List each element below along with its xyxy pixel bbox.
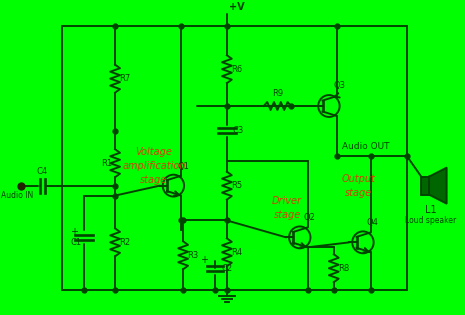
Text: Q4: Q4 bbox=[367, 218, 379, 227]
Text: R6: R6 bbox=[231, 65, 242, 74]
Text: Output
stage: Output stage bbox=[341, 174, 375, 198]
Text: Loud speaker: Loud speaker bbox=[405, 216, 457, 226]
Text: +V: +V bbox=[229, 3, 245, 13]
Text: +: + bbox=[199, 255, 207, 265]
Text: R8: R8 bbox=[338, 264, 349, 273]
Text: Q2: Q2 bbox=[304, 214, 316, 222]
Text: R4: R4 bbox=[231, 248, 242, 257]
Text: C1: C1 bbox=[70, 238, 81, 247]
Text: R9: R9 bbox=[272, 89, 283, 98]
Text: R1: R1 bbox=[101, 159, 113, 168]
Bar bbox=[421, 177, 429, 195]
Text: R3: R3 bbox=[187, 251, 198, 260]
Text: Q1: Q1 bbox=[177, 162, 189, 171]
Polygon shape bbox=[429, 168, 446, 203]
Text: C2: C2 bbox=[221, 264, 232, 273]
Text: Audio IN: Audio IN bbox=[1, 191, 33, 200]
Text: Q3: Q3 bbox=[334, 81, 346, 90]
Text: C4: C4 bbox=[37, 167, 48, 176]
Text: +: + bbox=[70, 227, 79, 238]
Text: R7: R7 bbox=[119, 74, 130, 83]
Text: R2: R2 bbox=[119, 238, 130, 247]
Text: C3: C3 bbox=[232, 126, 244, 135]
Text: Voltage
amplification
stage: Voltage amplification stage bbox=[122, 147, 186, 185]
Text: Driver
stage: Driver stage bbox=[272, 196, 302, 220]
Text: R5: R5 bbox=[231, 181, 242, 190]
Text: Audio OUT: Audio OUT bbox=[342, 142, 389, 151]
Text: L1: L1 bbox=[425, 205, 437, 215]
